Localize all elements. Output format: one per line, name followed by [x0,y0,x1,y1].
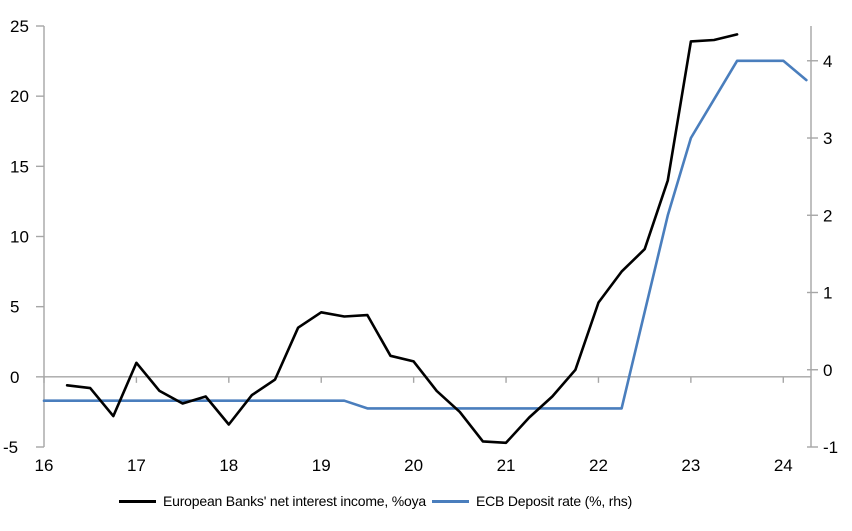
left-axis-tick-label: 15 [10,157,29,176]
x-axis-tick-label: 24 [774,456,793,475]
series-line-ecb-deposit-rate [42,59,808,410]
legend-item-ecb-deposit-rate: ECB Deposit rate (%, rhs) [432,491,632,511]
right-axis-tick-label: 1 [823,284,832,303]
x-axis-tick-label: 21 [497,456,516,475]
legend-label-ecb-deposit-rate: ECB Deposit rate (%, rhs) [476,493,633,509]
x-axis-tick-label: 19 [312,456,331,475]
right-axis-tick-label: 3 [823,129,832,148]
left-axis-tick-label: 10 [10,228,29,247]
x-axis-tick-label: 22 [589,456,608,475]
x-axis-tick-label: 23 [681,456,700,475]
series-line-net-interest-income [65,33,739,445]
left-axis-tick-label: 0 [10,368,19,387]
legend-item-net-interest-income: European Banks' net interest income, %oy… [119,491,426,511]
left-axis-tick-label: 20 [10,87,29,106]
right-axis-tick-label: 0 [823,361,832,380]
legend-line-swatch-blue [432,499,469,503]
right-axis-tick-label: -1 [823,438,838,457]
legend-label-net-interest-income: European Banks' net interest income, %oy… [163,493,426,509]
legend-line-swatch-black [119,499,156,503]
right-axis-tick-label: 4 [823,52,832,71]
x-axis-tick-label: 17 [127,456,146,475]
x-axis-tick-label: 18 [219,456,238,475]
left-axis-tick-label: 5 [10,298,19,317]
x-axis-tick-label: 16 [35,456,54,475]
left-axis-tick-label: -5 [3,438,18,457]
x-axis-tick-label: 20 [404,456,423,475]
right-axis-tick-label: 2 [823,206,832,225]
left-axis-tick-label: 25 [10,17,29,36]
